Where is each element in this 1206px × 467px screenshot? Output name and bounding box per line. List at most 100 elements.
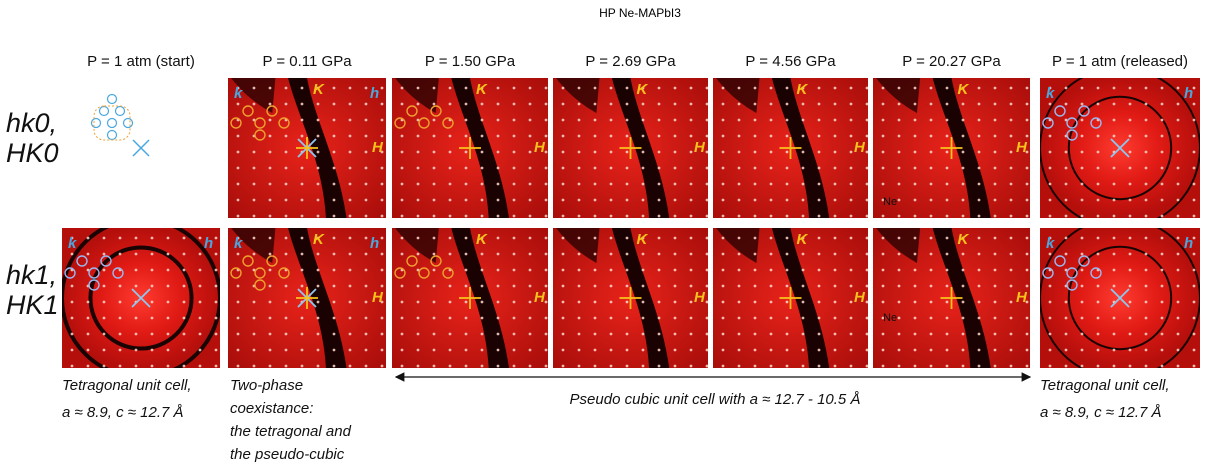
spot	[754, 269, 757, 272]
spot	[1081, 253, 1084, 256]
spot	[946, 269, 949, 272]
spot	[642, 349, 645, 352]
spot	[1113, 215, 1116, 218]
spot	[237, 349, 240, 352]
spot	[786, 199, 789, 202]
spot	[365, 87, 368, 90]
spot	[183, 317, 186, 320]
spot	[401, 87, 404, 90]
spot	[269, 215, 272, 218]
spot	[690, 199, 693, 202]
spot	[1049, 199, 1052, 202]
spot	[71, 365, 74, 368]
spot	[381, 167, 384, 170]
spot	[465, 151, 468, 154]
spot	[1026, 269, 1029, 272]
spot	[1113, 285, 1116, 288]
spot	[1010, 199, 1013, 202]
spot	[1065, 167, 1068, 170]
axis-label: H	[372, 289, 384, 306]
spot	[898, 333, 901, 336]
spot	[1026, 365, 1029, 368]
spot	[978, 167, 981, 170]
spot	[269, 199, 272, 202]
spot	[433, 87, 436, 90]
spot	[401, 301, 404, 304]
spot	[119, 317, 122, 320]
spot	[1193, 103, 1196, 106]
spot	[269, 269, 272, 272]
spot	[930, 215, 933, 218]
caption: Pseudo cubic unit cell with a ≈ 12.7 - 1…	[570, 391, 861, 408]
spot	[1026, 253, 1029, 256]
spot	[253, 301, 256, 304]
spot	[237, 365, 240, 368]
spot	[237, 167, 240, 170]
spot	[317, 349, 320, 352]
spot	[1161, 167, 1164, 170]
spot	[978, 285, 981, 288]
spot	[690, 349, 693, 352]
spot	[417, 349, 420, 352]
spot	[381, 215, 384, 218]
spot	[786, 119, 789, 122]
spot	[610, 301, 613, 304]
spot	[754, 183, 757, 186]
spot	[1129, 269, 1132, 272]
spot	[818, 301, 821, 304]
spot	[818, 119, 821, 122]
spot	[545, 167, 548, 170]
spot	[930, 237, 933, 240]
spot	[1177, 301, 1180, 304]
spot	[946, 183, 949, 186]
spot	[465, 135, 468, 138]
spot	[253, 167, 256, 170]
spot	[1145, 119, 1148, 122]
spot	[626, 349, 629, 352]
axis-label: H	[372, 139, 384, 156]
spot	[381, 135, 384, 138]
spot	[497, 237, 500, 240]
spot	[135, 237, 138, 240]
axis-label: k	[1046, 235, 1055, 252]
spot	[513, 103, 516, 106]
spot	[594, 285, 597, 288]
spot	[401, 199, 404, 202]
spot	[349, 285, 352, 288]
spot	[578, 199, 581, 202]
spot	[818, 365, 821, 368]
spot	[349, 199, 352, 202]
spot	[1097, 183, 1100, 186]
spot	[626, 151, 629, 154]
spot	[1081, 183, 1084, 186]
spot	[834, 285, 837, 288]
spot	[562, 215, 565, 218]
spot	[610, 167, 613, 170]
spot	[449, 215, 452, 218]
spot	[706, 365, 709, 368]
spot	[449, 285, 452, 288]
spot	[578, 301, 581, 304]
spot	[529, 365, 532, 368]
spot	[1026, 349, 1029, 352]
spot	[545, 301, 548, 304]
spot	[818, 317, 821, 320]
spot	[930, 87, 933, 90]
spot	[135, 349, 138, 352]
spot	[71, 253, 74, 256]
spot	[722, 119, 725, 122]
spot	[1161, 317, 1164, 320]
spot	[1177, 285, 1180, 288]
spot	[706, 87, 709, 90]
spot	[317, 199, 320, 202]
spot	[1097, 365, 1100, 368]
spot	[449, 317, 452, 320]
spot	[1177, 365, 1180, 368]
spot	[87, 349, 90, 352]
spot	[333, 349, 336, 352]
spot	[690, 365, 693, 368]
spot	[914, 151, 917, 154]
spot	[962, 183, 965, 186]
spot	[417, 167, 420, 170]
spot	[978, 253, 981, 256]
